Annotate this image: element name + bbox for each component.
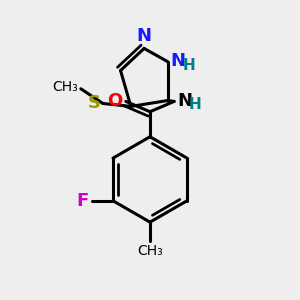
Text: H: H — [189, 98, 202, 112]
Text: O: O — [107, 92, 122, 110]
Text: N: N — [136, 27, 152, 45]
Text: CH₃: CH₃ — [52, 80, 78, 94]
Text: S: S — [88, 94, 100, 112]
Text: N: N — [171, 52, 186, 70]
Text: N: N — [177, 92, 192, 110]
Text: CH₃: CH₃ — [137, 244, 163, 258]
Text: H: H — [182, 58, 195, 73]
Text: F: F — [76, 192, 89, 210]
